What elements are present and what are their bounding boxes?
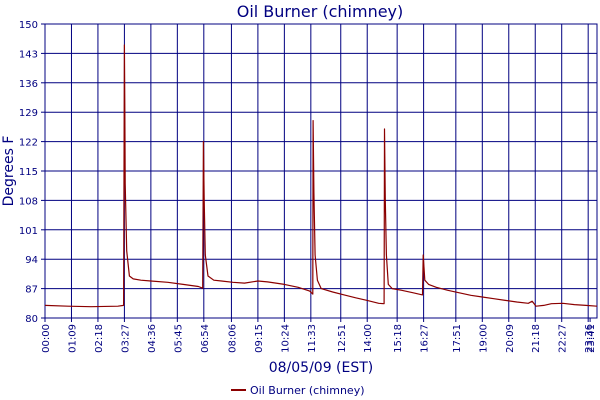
legend: Oil Burner (chimney) <box>231 384 365 397</box>
y-tick-label: 87 <box>25 285 38 296</box>
x-tick-label: 10:24 <box>280 324 291 353</box>
x-tick-label: 22:27 <box>558 324 569 353</box>
y-tick-label: 108 <box>19 196 38 207</box>
x-tick-label: 14:00 <box>363 324 374 353</box>
y-axis-ticks: 80 87 94 101 108 115 122 129 136 143 150 <box>19 20 45 325</box>
grid-lines <box>45 24 597 318</box>
x-tick-label: 19:00 <box>478 324 489 353</box>
x-tick-label: 01:09 <box>67 324 78 353</box>
x-tick-label: 15:18 <box>393 324 404 353</box>
x-tick-label: 09:15 <box>254 324 265 353</box>
y-tick-label: 129 <box>19 108 38 119</box>
x-tick-label: 06:54 <box>200 324 211 353</box>
y-tick-label: 101 <box>19 226 38 237</box>
chart-title: Oil Burner (chimney) <box>237 2 404 21</box>
x-axis-label: 08/05/09 (EST) <box>269 360 374 376</box>
x-tick-label: 05:45 <box>173 324 184 353</box>
legend-label: Oil Burner (chimney) <box>250 384 365 397</box>
x-tick-label: 12:51 <box>337 324 348 353</box>
y-tick-label: 150 <box>19 20 38 31</box>
x-tick-label: 20:09 <box>505 324 516 353</box>
x-tick-label: 17:51 <box>452 324 463 353</box>
y-tick-label: 115 <box>19 167 38 178</box>
x-tick-label: 08:06 <box>227 324 238 353</box>
x-axis-ticks: 00:00 01:09 02:18 03:27 04:36 05:45 06:54 08:06… <box>41 318 597 353</box>
x-tick-label: 02:18 <box>94 324 105 353</box>
x-tick-label: 04:36 <box>147 324 158 353</box>
series-line-0 <box>44 44 598 308</box>
series-group <box>44 44 598 308</box>
x-tick-label: 03:27 <box>120 324 131 353</box>
x-tick-label: 23:41 <box>586 324 597 353</box>
y-tick-label: 122 <box>19 138 38 149</box>
x-tick-label: 16:27 <box>420 324 431 353</box>
y-axis-label: Degrees F <box>1 136 17 207</box>
x-tick-label: 23:36 <box>584 324 595 353</box>
x-tick-label: 11:33 <box>307 324 318 353</box>
x-tick-label: 00:00 <box>41 324 52 353</box>
x-tick-label: 21:18 <box>531 324 542 353</box>
y-tick-label: 143 <box>19 49 38 60</box>
y-tick-label: 80 <box>25 314 38 325</box>
y-tick-label: 136 <box>19 79 38 90</box>
y-tick-label: 94 <box>25 255 38 266</box>
